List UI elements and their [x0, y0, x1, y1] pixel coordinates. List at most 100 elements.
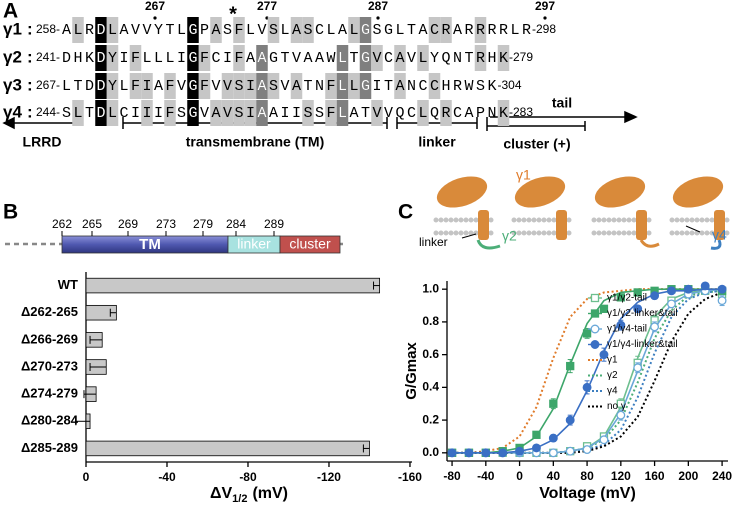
sequence: DHKDYIFLLLIGFCIFAAGTVAAWLTGVCAVLYQNTRHK: [62, 50, 508, 67]
residue-shade: [95, 73, 107, 99]
marker: [464, 448, 474, 458]
marker: [498, 448, 508, 458]
residue-shade: [106, 17, 119, 43]
y-tick-label: 0.8: [422, 314, 439, 328]
residue-shade: [72, 17, 84, 43]
sequence: SLTDLCIIIFSGVAVSIAAIISSFLATVVQCLQRCAPNK: [62, 105, 508, 122]
fit-curve: [452, 288, 723, 454]
residue-shade: [129, 45, 142, 71]
residue-shade: [290, 73, 303, 99]
residue-shade: [221, 100, 234, 126]
pointer: [461, 233, 477, 239]
x-tick-label: 40: [547, 469, 561, 483]
legend-label: γ2: [607, 370, 618, 381]
residue-shade: [336, 45, 349, 71]
marker: [633, 363, 643, 373]
cartoon-tm: [556, 210, 567, 240]
marker: [447, 448, 457, 458]
marker: [582, 329, 592, 338]
residue-shade: [348, 17, 360, 43]
segment-cluster: [279, 235, 341, 254]
residue-shade: [164, 73, 176, 99]
error-bar: [89, 335, 103, 344]
end-number: -283: [509, 105, 533, 119]
cartoon-tail: [476, 239, 501, 250]
panel-label: B: [3, 201, 18, 224]
residue-number: 265: [82, 217, 102, 231]
residue-shade: [187, 100, 199, 126]
cartoon-body: [672, 176, 724, 208]
residue-shade: [244, 100, 257, 126]
residue-shade: [497, 45, 510, 71]
residue-shade: [417, 100, 429, 126]
residue-shade: [187, 45, 199, 71]
legend: γ1/γ2-tail γ1/γ2-linker&tail γ1/γ4-tail γ1/…: [588, 293, 678, 412]
x-tick-label: -40: [477, 469, 495, 483]
x-tick-label: -160: [398, 470, 422, 484]
residue-shade: [359, 45, 372, 71]
panel-label: A: [3, 0, 18, 23]
marker: [633, 288, 642, 297]
end-number: -298: [532, 22, 556, 36]
residue-shade: [428, 73, 441, 99]
residue-shade: [417, 45, 429, 71]
domain-label: linker: [418, 134, 456, 150]
marker: [481, 448, 491, 458]
legend-label: γ1/γ4-tail: [607, 324, 647, 335]
cartoon-label: linker: [419, 235, 448, 249]
cartoon-label: γ2: [502, 228, 517, 244]
separator: :: [27, 47, 33, 66]
start-number: 267-: [36, 78, 60, 92]
residue-shade: [244, 73, 257, 99]
marker: [599, 435, 609, 445]
residue-shade: [210, 100, 222, 126]
cartoon-body: [514, 176, 566, 208]
residue-shade: [164, 100, 176, 126]
cartoon-tm: [478, 210, 489, 240]
residue-number: 289: [264, 217, 284, 231]
category-label: Δ280-284: [21, 413, 79, 428]
residue-number: 284: [226, 217, 246, 231]
x-tick-label: -80: [443, 469, 461, 483]
residue-shade: [95, 45, 107, 71]
residue-number: 269: [118, 217, 138, 231]
legend-label: γ1/γ2-tail: [607, 293, 647, 304]
marker: [582, 445, 592, 454]
residue-shade: [302, 100, 314, 126]
residue-shade: [336, 100, 349, 126]
legend-label: γ1/γ2-linker&tail: [607, 308, 678, 319]
start-number: 241-: [36, 50, 60, 64]
cartoon: [591, 176, 660, 248]
residue-shade: [267, 17, 280, 43]
x-axis-label-sub: 1/2: [232, 493, 247, 505]
x-axis-label: Voltage (mV): [539, 485, 636, 502]
x-tick-label: 160: [645, 469, 665, 483]
residue-shade: [256, 100, 268, 126]
residue-shade: [129, 73, 142, 99]
x-tick-label: -80: [239, 470, 257, 484]
marker: [599, 350, 609, 360]
marker: [616, 410, 626, 420]
marker: [616, 320, 626, 330]
panel-label: C: [398, 201, 413, 224]
start-number: 258-: [36, 22, 60, 36]
segment-label: TM: [139, 236, 161, 253]
x-tick-label: 200: [678, 469, 698, 483]
cartoon-body: [594, 176, 646, 208]
residue-shade: [290, 17, 303, 43]
legend-label: no γ: [607, 401, 626, 412]
residue-shade: [497, 100, 510, 126]
residue-shade: [233, 45, 245, 71]
row-label: γ1: [3, 19, 22, 38]
residue-shade: [72, 100, 84, 126]
marker: [549, 399, 558, 408]
marker: [565, 415, 575, 425]
separator: :: [27, 102, 33, 121]
cartoon-tm: [636, 210, 647, 240]
residue-number: 267: [145, 0, 165, 13]
marker: [633, 304, 643, 314]
arrow-head: [624, 110, 638, 124]
marker: [650, 291, 660, 301]
segment-label: cluster: [289, 236, 331, 252]
